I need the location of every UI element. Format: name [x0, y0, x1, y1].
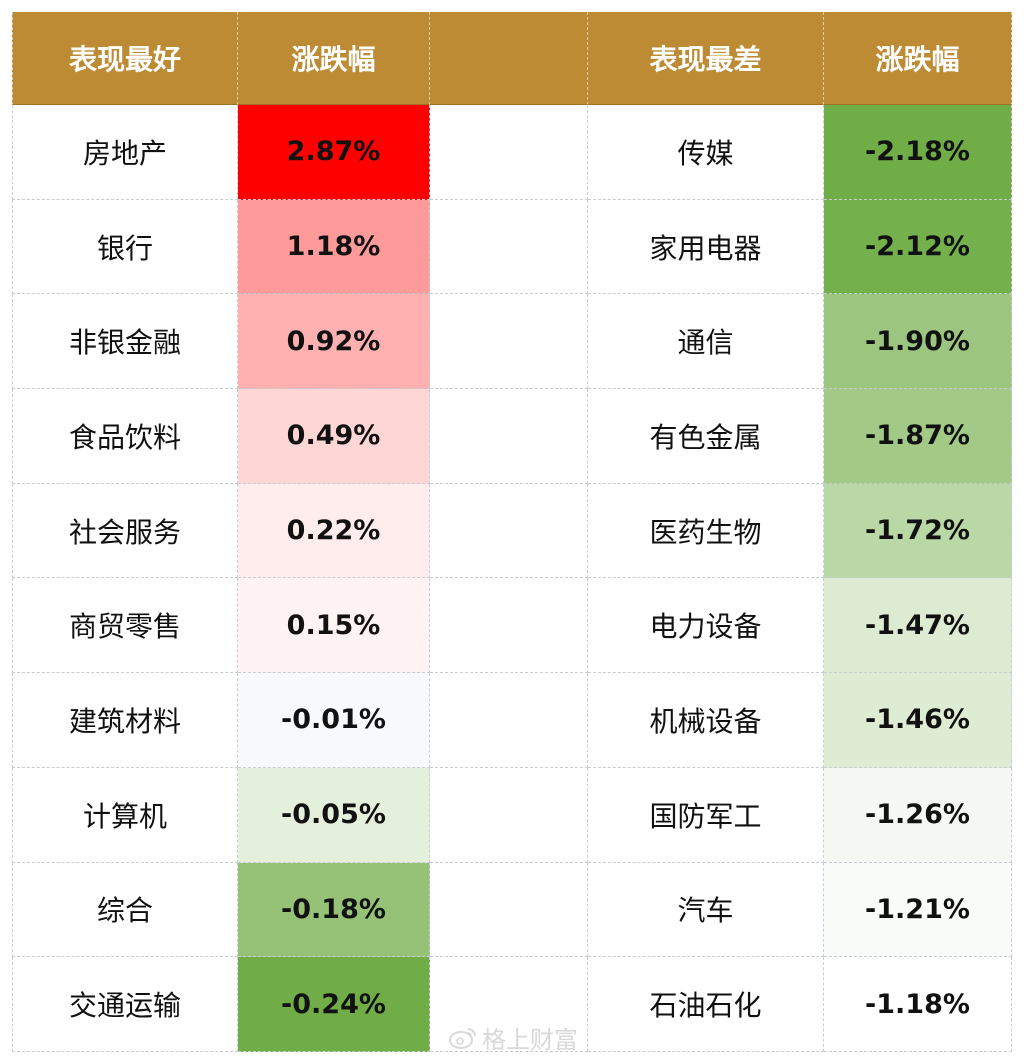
- worst-change-cell: -1.72%: [824, 483, 1012, 579]
- best-change-cell: 0.49%: [238, 389, 430, 484]
- spacer-cell: [430, 105, 588, 200]
- best-change-cell: -0.01%: [238, 673, 430, 768]
- watermark-text: 格上财富: [482, 1026, 578, 1054]
- watermark: 格上财富: [448, 1020, 578, 1055]
- worst-sector-cell: 通信: [588, 294, 824, 390]
- header-change-right: 涨跌幅: [824, 12, 1012, 105]
- best-sector-cell: 建筑材料: [12, 673, 238, 768]
- worst-change-cell: -1.87%: [824, 389, 1012, 484]
- header-change-left: 涨跌幅: [238, 12, 430, 105]
- best-sector-cell: 非银金融: [12, 294, 238, 390]
- worst-sector-cell: 汽车: [588, 862, 824, 958]
- spacer-cell: [430, 294, 588, 390]
- best-sector-cell: 房地产: [12, 105, 238, 200]
- best-sector-cell: 社会服务: [12, 483, 238, 579]
- header-spacer: [430, 12, 588, 105]
- worst-sector-cell: 国防军工: [588, 767, 824, 863]
- spacer-cell: [430, 673, 588, 768]
- spacer-cell: [430, 862, 588, 958]
- worst-sector-cell: 机械设备: [588, 673, 824, 768]
- spacer-cell: [430, 767, 588, 863]
- best-change-cell: 0.22%: [238, 483, 430, 579]
- worst-sector-cell: 有色金属: [588, 389, 824, 484]
- best-change-cell: -0.05%: [238, 767, 430, 863]
- worst-change-cell: -1.47%: [824, 578, 1012, 674]
- best-change-cell: -0.18%: [238, 862, 430, 958]
- worst-change-cell: -2.12%: [824, 199, 1012, 295]
- spacer-cell: [430, 199, 588, 295]
- best-change-cell: -0.24%: [238, 957, 430, 1052]
- best-change-cell: 2.87%: [238, 105, 430, 200]
- worst-change-cell: -1.26%: [824, 767, 1012, 863]
- best-sector-cell: 综合: [12, 862, 238, 958]
- best-sector-cell: 食品饮料: [12, 389, 238, 484]
- spacer-cell: [430, 957, 588, 1052]
- weibo-icon: [449, 1027, 476, 1049]
- best-sector-cell: 计算机: [12, 767, 238, 863]
- worst-sector-cell: 传媒: [588, 105, 824, 200]
- best-change-cell: 0.92%: [238, 294, 430, 390]
- spacer-cell: [430, 389, 588, 484]
- best-sector-cell: 交通运输: [12, 957, 238, 1052]
- spacer-cell: [430, 483, 588, 579]
- worst-change-cell: -1.21%: [824, 862, 1012, 958]
- header-worst: 表现最差: [588, 12, 824, 105]
- worst-change-cell: -1.18%: [824, 957, 1012, 1052]
- best-sector-cell: 银行: [12, 199, 238, 295]
- spacer-cell: [430, 578, 588, 674]
- worst-change-cell: -1.90%: [824, 294, 1012, 390]
- worst-change-cell: -1.46%: [824, 673, 1012, 768]
- worst-sector-cell: 电力设备: [588, 578, 824, 674]
- best-change-cell: 1.18%: [238, 199, 430, 295]
- worst-sector-cell: 医药生物: [588, 483, 824, 579]
- sector-performance-table: 表现最好 涨跌幅 表现最差 涨跌幅 房地产 2.87% 传媒 -2.18% 银行 1.18…: [12, 12, 1012, 1052]
- best-change-cell: 0.15%: [238, 578, 430, 674]
- worst-sector-cell: 石油石化: [588, 957, 824, 1052]
- worst-sector-cell: 家用电器: [588, 199, 824, 295]
- best-sector-cell: 商贸零售: [12, 578, 238, 674]
- header-best: 表现最好: [12, 12, 238, 105]
- worst-change-cell: -2.18%: [824, 105, 1012, 200]
